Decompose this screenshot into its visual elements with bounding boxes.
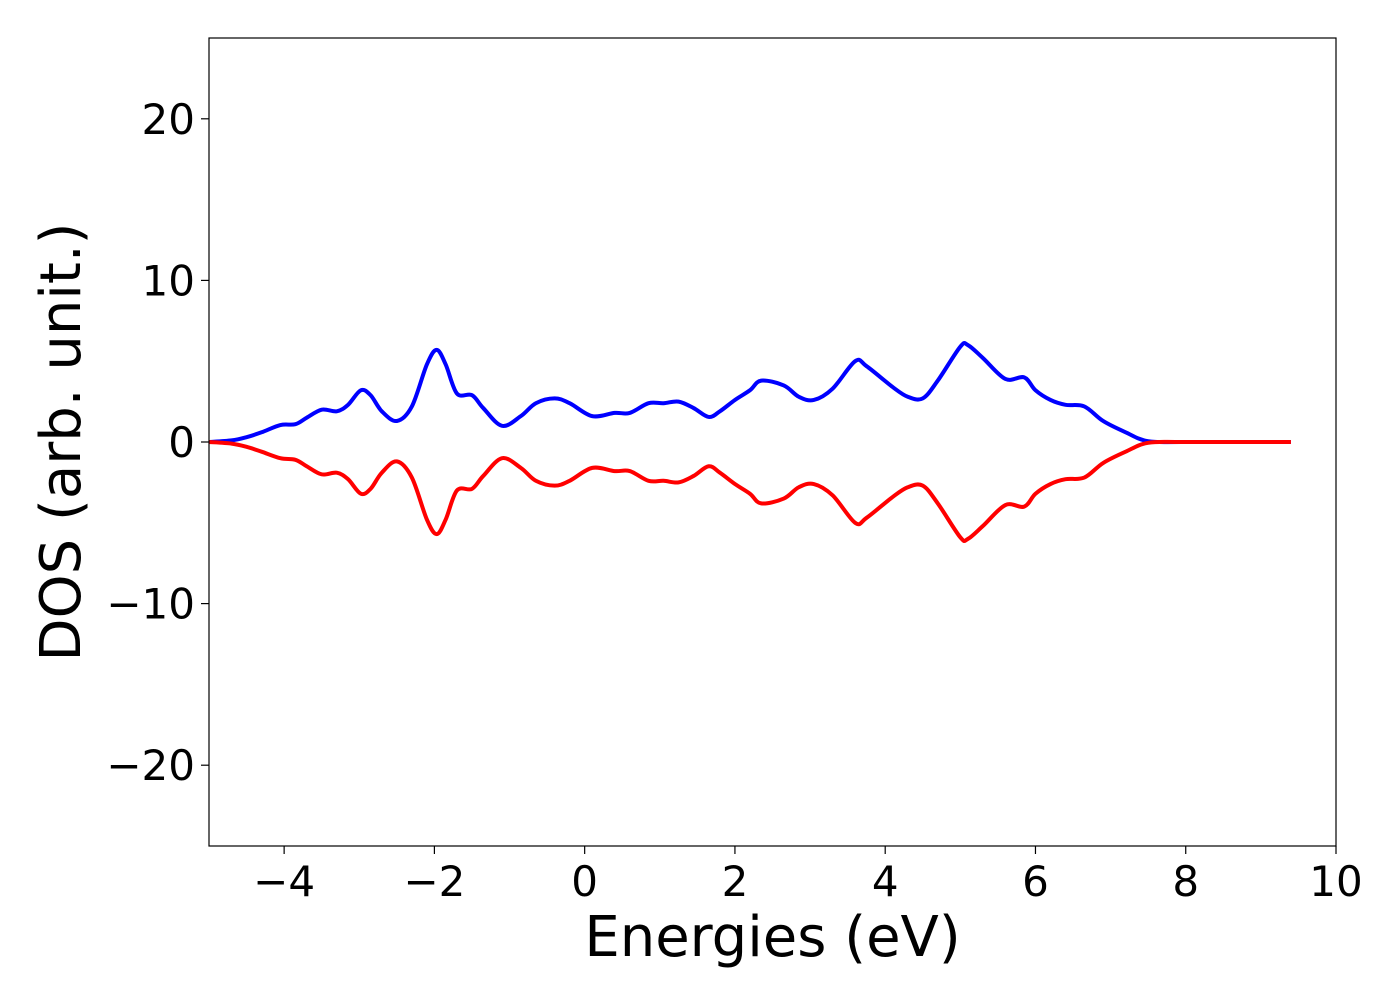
series-line-1 bbox=[208, 340, 1291, 445]
y-axis-title: DOS (arb. unit.) bbox=[29, 222, 94, 661]
series-line-2 bbox=[208, 439, 1291, 544]
x-tick-label-6: 8 bbox=[1172, 857, 1199, 906]
x-tick-label-0: −4 bbox=[253, 857, 315, 906]
y-tick-label-4: −20 bbox=[106, 741, 195, 790]
x-axis-title: Energies (eV) bbox=[584, 905, 960, 970]
y-tick-label-3: −10 bbox=[106, 580, 195, 629]
x-tick-label-4: 4 bbox=[872, 857, 899, 906]
x-tick-label-7: 10 bbox=[1309, 857, 1362, 906]
series-layer bbox=[208, 340, 1291, 544]
x-tick-label-5: 6 bbox=[1022, 857, 1049, 906]
x-tick-label-1: −2 bbox=[403, 857, 465, 906]
y-tick-label-2: 0 bbox=[168, 418, 195, 467]
x-tick-label-2: 0 bbox=[571, 857, 598, 906]
x-tick-label-3: 2 bbox=[722, 857, 749, 906]
y-tick-label-1: 10 bbox=[142, 256, 195, 305]
y-tick-label-0: 20 bbox=[142, 95, 195, 144]
x-axis-ticks: −4 −2 0 2 4 6 8 10 bbox=[253, 846, 1363, 906]
y-axis-ticks: 20 10 0 −10 −20 bbox=[106, 95, 209, 790]
